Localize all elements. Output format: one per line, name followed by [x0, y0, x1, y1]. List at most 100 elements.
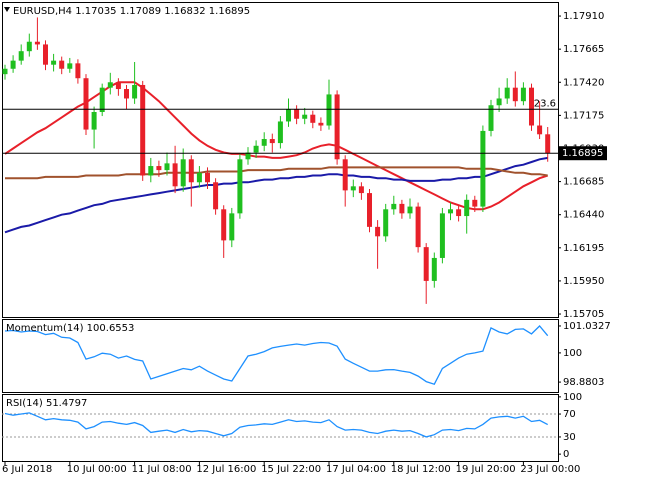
candle-body — [164, 163, 170, 171]
candle-body — [221, 209, 227, 241]
candle-body — [51, 60, 57, 65]
candle-body — [529, 87, 534, 126]
x-tick-label: 11 Jul 08:00 — [132, 464, 192, 475]
candle-body — [431, 257, 437, 281]
x-tick-label: 15 Jul 22:00 — [261, 464, 321, 475]
candle-body — [75, 63, 81, 79]
x-tick-label: 19 Jul 20:00 — [456, 464, 516, 475]
panel-title: RSI(14) 51.4797 — [6, 398, 87, 409]
candle-body — [391, 203, 397, 210]
candle-body — [196, 172, 202, 183]
candle-body — [480, 130, 486, 207]
candle-body — [10, 60, 16, 69]
x-tick-label: 18 Jul 12:00 — [391, 464, 451, 475]
y-tick-label: 1.17420 — [563, 77, 604, 88]
candle-body — [229, 213, 235, 241]
candle-body — [439, 213, 445, 258]
candle-body — [180, 159, 186, 187]
x-tick-label: 17 Jul 04:00 — [326, 464, 386, 475]
panel-frame — [2, 2, 559, 318]
y-tick-label: 1.16440 — [563, 210, 604, 221]
candle-body — [286, 109, 291, 122]
candle-body — [415, 206, 421, 248]
candle-body — [456, 209, 462, 217]
candle-body — [545, 134, 551, 154]
candle-body — [342, 159, 348, 191]
y-tick-label: 100 — [563, 348, 582, 359]
candle-body — [520, 87, 526, 102]
y-tick-label: 1.16195 — [563, 243, 604, 254]
candle-body — [18, 51, 24, 61]
candle-body — [237, 159, 243, 214]
candle-body — [124, 89, 129, 99]
candle-body — [383, 209, 389, 237]
candle-body — [107, 82, 113, 88]
y-tick-label: 1.16685 — [563, 177, 604, 188]
y-tick-label: 70 — [563, 409, 576, 420]
candle-body — [99, 87, 105, 112]
y-tick-label: 1.17175 — [563, 110, 604, 121]
indicator-line — [4, 412, 549, 438]
candle-body — [399, 203, 405, 214]
candle-body — [115, 82, 121, 90]
last-price-tag — [559, 146, 607, 161]
candle-body — [350, 186, 356, 191]
candle-body — [91, 112, 97, 130]
candle-body — [172, 163, 178, 187]
candle-body — [367, 193, 372, 227]
candle-body — [537, 125, 543, 135]
x-tick-label: 10 Jul 00:00 — [67, 464, 127, 475]
candle-body — [43, 44, 48, 65]
candle-body — [132, 84, 138, 99]
y-tick-label: 98.8803 — [563, 377, 604, 388]
candle-body — [464, 199, 470, 217]
candle-body — [205, 172, 210, 183]
candle-body — [34, 41, 40, 45]
candle-body — [188, 159, 194, 183]
y-tick-label: 100 — [563, 392, 582, 403]
candle-body — [334, 94, 340, 160]
candle-body — [261, 139, 267, 146]
candle-body — [59, 60, 65, 69]
moving-average — [5, 166, 548, 180]
x-tick-label: 23 Jul 00:00 — [520, 464, 580, 475]
moving-average — [4, 156, 548, 234]
candle-body — [512, 87, 518, 102]
y-tick-label: 1.15705 — [563, 309, 604, 320]
candle-body — [245, 152, 251, 160]
candle-body — [504, 87, 510, 99]
candle-body — [326, 94, 332, 126]
candle-body — [318, 122, 324, 126]
menu-arrow — [4, 7, 10, 12]
y-tick-label: 1.17665 — [563, 44, 604, 55]
candle-body — [156, 166, 162, 171]
x-tick-label: 6 Jul 2018 — [2, 464, 52, 475]
moving-average — [4, 81, 549, 211]
candle-body — [472, 199, 478, 207]
candle-body — [2, 68, 8, 75]
candle-body — [26, 41, 32, 52]
y-tick-label: 1.15950 — [563, 276, 604, 287]
panel-frame — [2, 319, 559, 393]
candle-body — [83, 78, 89, 130]
panel-title: Momentum(14) 100.6553 — [6, 323, 134, 334]
candle-body — [269, 139, 275, 144]
candle-body — [407, 206, 413, 214]
candle-body — [277, 121, 283, 144]
candle-body — [358, 186, 364, 194]
indicator-line — [4, 325, 549, 385]
candle-body — [310, 114, 316, 123]
candle-body — [294, 109, 300, 119]
panel-frame — [2, 394, 559, 462]
candle-body — [302, 114, 308, 119]
panel-title: EURUSD,H4 1.17035 1.17089 1.16832 1.1689… — [13, 6, 250, 17]
candle-body — [253, 145, 259, 153]
y-tick-label: 1.17910 — [563, 11, 604, 22]
candle-body — [148, 166, 154, 176]
y-tick-label: 101.0327 — [563, 321, 611, 332]
x-tick-label: 12 Jul 16:00 — [196, 464, 256, 475]
candle-body — [488, 105, 494, 131]
y-tick-label: 0 — [563, 449, 569, 460]
